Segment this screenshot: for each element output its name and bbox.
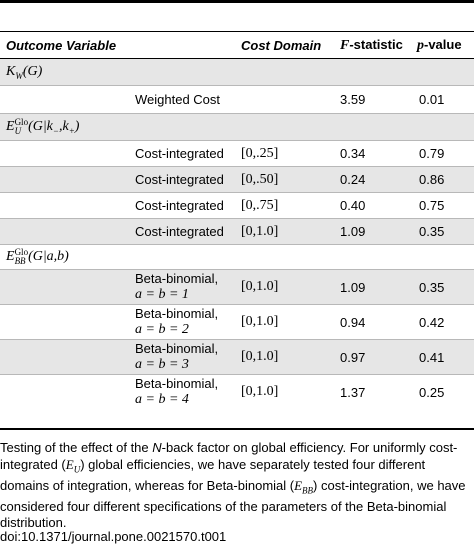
group-label-eu: E Glo U (G|k−,k+) — [0, 113, 474, 141]
header-top-rule — [0, 31, 474, 32]
group-row-weighted-cost: KW(G) — [0, 58, 474, 86]
f-statistic-cell: 1.09 — [334, 269, 411, 305]
f-statistic-cell: 3.59 — [334, 85, 411, 114]
group-row-cost-integrated: E Glo U (G|k−,k+) — [0, 113, 474, 141]
method-cell: Cost-integrated — [133, 166, 241, 193]
p-value-cell: 0.25 — [419, 384, 445, 400]
cost-domain-cell: [0,.75] — [241, 192, 334, 219]
table-row: Beta-binomial, a = b = 3 [0,1.0] 0.97 0.4… — [0, 339, 474, 375]
method-cell: Beta-binomial, a = b = 3 — [133, 339, 241, 375]
table-caption: Testing of the effect of the N-back fact… — [0, 440, 466, 531]
method-cell: Cost-integrated — [133, 192, 241, 219]
table-row: Cost-integrated [0,.25] 0.34 0.79 — [0, 140, 474, 167]
doi-link[interactable]: doi:10.1371/journal.pone.0021570.t001 — [0, 529, 227, 544]
f-statistic-cell: 0.24 — [334, 166, 411, 193]
table-header-row: Outcome Variable Cost Domain F-statistic… — [0, 32, 474, 59]
header-f-statistic: F-statistic — [334, 32, 411, 59]
p-value-cell: 0.35 — [411, 218, 474, 245]
p-value-cell: 0.35 — [411, 269, 474, 305]
f-statistic-cell: 0.94 — [334, 304, 411, 340]
table-row: Cost-integrated [0,.75] 0.40 0.75 — [0, 192, 474, 219]
cost-domain-cell: [0,1.0] — [241, 304, 334, 340]
table-row: Beta-binomial, a = b = 4 [0,1.0] 1.37 0.2… — [0, 375, 474, 410]
p-value-cell: 0.41 — [411, 339, 474, 375]
bottom-rule — [0, 428, 474, 430]
table-row: Beta-binomial, a = b = 2 [0,1.0] 0.94 0.4… — [0, 304, 474, 340]
table-row: Beta-binomial, a = b = 1 [0,1.0] 1.09 0.3… — [0, 269, 474, 305]
method-cell: Cost-integrated — [133, 140, 241, 167]
method-cell: Cost-integrated — [133, 218, 241, 245]
top-rule — [0, 0, 474, 3]
header-method — [133, 32, 241, 59]
group-label-kw: KW(G) — [0, 58, 474, 86]
cost-domain-cell: [0,1.0] — [241, 384, 279, 399]
header-p-value: p-value — [411, 32, 474, 59]
method-cell: Beta-binomial, a = b = 4 — [135, 376, 219, 407]
header-cost-domain: Cost Domain — [241, 32, 334, 59]
table-row: Weighted Cost 3.59 0.01 — [0, 85, 474, 114]
p-value-cell: 0.79 — [411, 140, 474, 167]
group-row-beta-binomial: E Glo BB (G|a,b) — [0, 244, 474, 270]
table-row: Cost-integrated [0,1.0] 1.09 0.35 — [0, 218, 474, 245]
f-statistic-cell: 0.97 — [334, 339, 411, 375]
cost-domain-cell — [241, 85, 334, 114]
f-statistic-cell: 1.09 — [334, 218, 411, 245]
table-row: Cost-integrated [0,.50] 0.24 0.86 — [0, 166, 474, 193]
method-cell: Beta-binomial, a = b = 2 — [133, 304, 241, 340]
p-value-cell: 0.01 — [411, 85, 474, 114]
cost-domain-cell: [0,1.0] — [241, 339, 334, 375]
method-cell: Beta-binomial, a = b = 1 — [133, 269, 241, 305]
method-cell: Weighted Cost — [133, 85, 241, 114]
p-value-cell: 0.86 — [411, 166, 474, 193]
p-value-cell: 0.75 — [411, 192, 474, 219]
f-statistic-cell: 0.34 — [334, 140, 411, 167]
cost-domain-cell: [0,1.0] — [241, 269, 334, 305]
anova-results-table: Outcome Variable Cost Domain F-statistic… — [0, 32, 474, 409]
group-label-ebb: E Glo BB (G|a,b) — [0, 244, 474, 270]
header-outcome-variable: Outcome Variable — [0, 32, 133, 59]
f-statistic-cell: 0.40 — [334, 192, 411, 219]
cost-domain-cell: [0,1.0] — [241, 218, 334, 245]
cost-domain-cell: [0,.25] — [241, 140, 334, 167]
p-value-cell: 0.42 — [411, 304, 474, 340]
f-statistic-cell: 1.37 — [340, 384, 366, 400]
cost-domain-cell: [0,.50] — [241, 166, 334, 193]
